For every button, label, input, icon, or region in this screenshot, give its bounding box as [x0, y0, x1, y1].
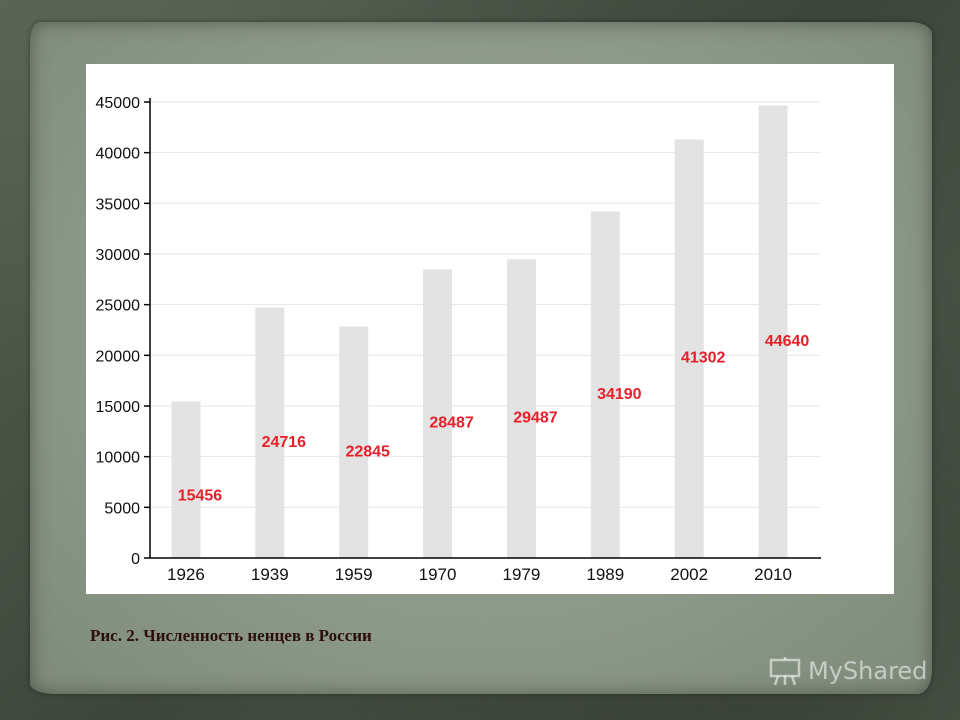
y-tick-label: 30000 — [96, 247, 141, 264]
y-tick-label: 20000 — [96, 348, 141, 365]
y-tick-label: 5000 — [104, 500, 140, 517]
bar-1926 — [171, 401, 201, 558]
x-tick-label: 2002 — [670, 565, 708, 584]
data-label-2010: 44640 — [765, 333, 810, 350]
bar-1970 — [423, 269, 453, 558]
x-tick-label: 1959 — [335, 565, 373, 584]
presentation-icon — [769, 657, 801, 686]
watermark-text: MyShared — [808, 657, 928, 685]
x-tick-label: 1926 — [167, 565, 205, 584]
y-tick-label: 10000 — [96, 450, 141, 467]
bar-1979 — [506, 259, 536, 558]
y-tick-label: 45000 — [96, 95, 141, 112]
bar-chart: 0 5000 10000 15000 20000 25000 30000 35000 40000… — [96, 95, 821, 584]
x-tick-label: 1979 — [503, 565, 541, 584]
data-label-1989: 34190 — [597, 386, 642, 403]
bar-2002 — [674, 139, 704, 558]
y-tick-label: 35000 — [96, 196, 141, 213]
bar-1959 — [339, 326, 369, 558]
data-label-1979: 29487 — [513, 410, 558, 427]
y-tick-label: 15000 — [96, 399, 141, 416]
x-tick-label: 1989 — [586, 565, 624, 584]
chart-card: 0 5000 10000 15000 20000 25000 30000 35000 40000… — [86, 64, 894, 594]
bar-1939 — [255, 307, 285, 558]
bar-2010 — [758, 105, 788, 558]
x-tick-label: 2010 — [754, 565, 792, 584]
x-tick-label: 1970 — [419, 565, 457, 584]
y-tick-label: 25000 — [96, 298, 141, 315]
watermark: MyShared — [768, 656, 927, 686]
x-tick-label: 1939 — [251, 565, 289, 584]
data-label-2002: 41302 — [681, 350, 726, 367]
data-label-1939: 24716 — [262, 434, 307, 451]
data-label-1959: 22845 — [345, 443, 390, 460]
y-tick-label: 40000 — [96, 146, 141, 163]
data-label-1970: 28487 — [429, 415, 474, 432]
data-label-1926: 15456 — [178, 488, 223, 505]
figure-caption: Рис. 2. Численность ненцев в России — [90, 626, 372, 645]
y-tick-label: 0 — [131, 551, 140, 568]
bar-1989 — [590, 211, 620, 559]
